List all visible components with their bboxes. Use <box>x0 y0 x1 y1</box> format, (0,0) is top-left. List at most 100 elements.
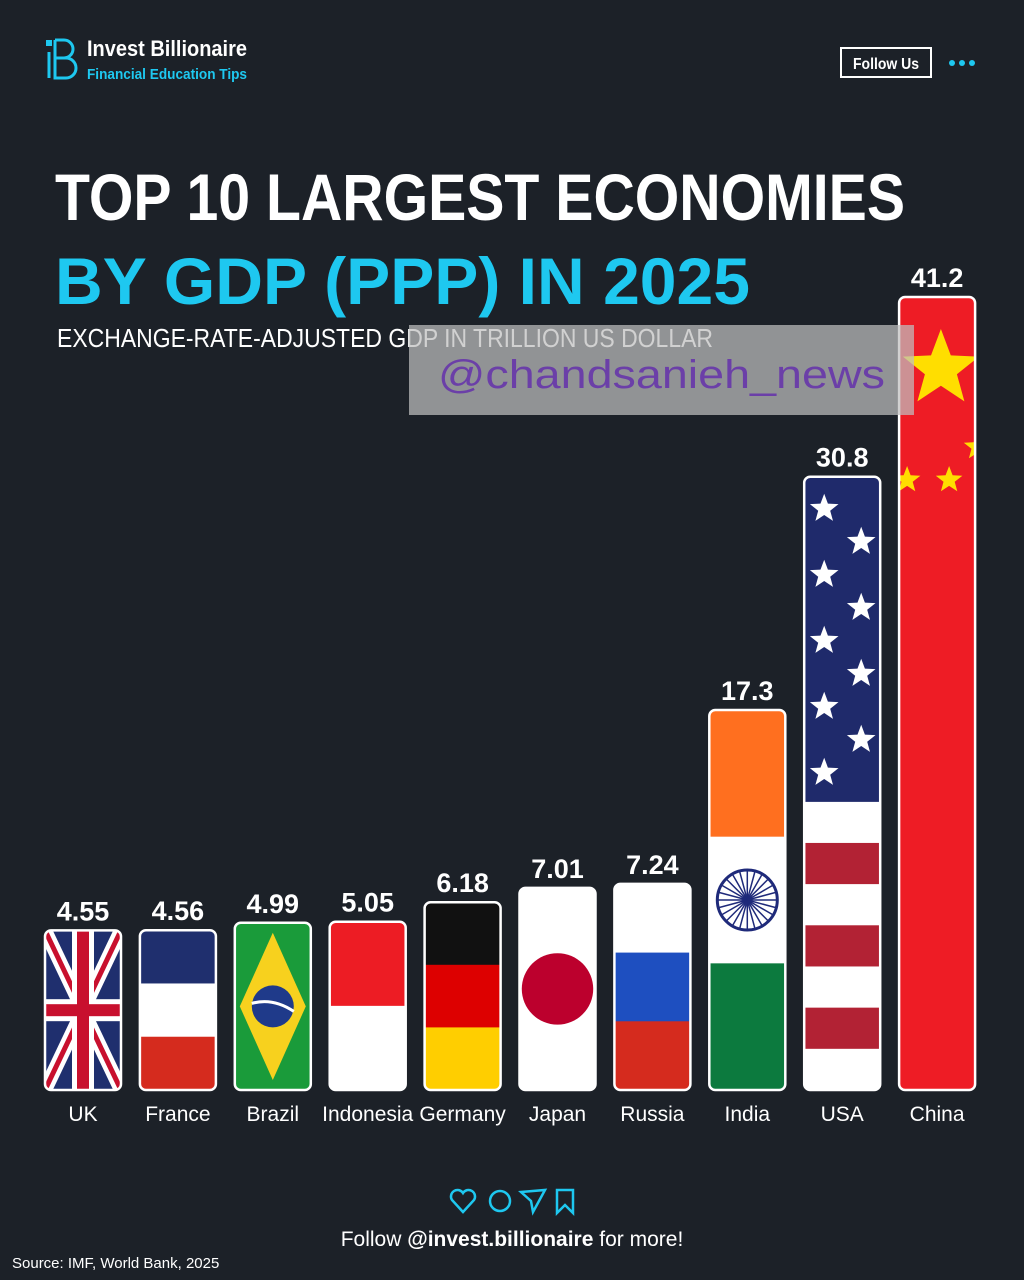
x-tick-label: Russia <box>620 1103 685 1126</box>
flag-spoke <box>726 878 748 901</box>
flag-star <box>899 466 921 492</box>
like-icon[interactable] <box>449 1188 477 1214</box>
flag-stripe <box>804 1007 881 1050</box>
bar-outline <box>613 882 692 1092</box>
flag-star <box>846 658 876 686</box>
flag-spoke <box>746 871 756 901</box>
flag-star <box>809 691 839 719</box>
chart-title: TOP 10 LARGEST ECONOMIES <box>55 160 905 234</box>
flag-chakra <box>715 868 779 932</box>
bar-outline <box>233 921 313 1092</box>
flag-star <box>846 724 876 752</box>
tagline: Financial Education Tips <box>87 66 247 83</box>
x-tick-label: Brazil <box>247 1103 300 1126</box>
flag-spoke <box>746 899 769 922</box>
flag-band <box>329 1005 406 1090</box>
flag-spoke <box>746 899 773 916</box>
flag-band <box>139 1036 216 1090</box>
footer-prefix: Follow <box>341 1228 403 1251</box>
bar-outline <box>328 920 407 1092</box>
footer-handle[interactable]: @invest.billionaire <box>407 1228 593 1251</box>
flag-star <box>809 559 839 587</box>
flag-band <box>614 952 691 1022</box>
flag-spoke <box>746 899 763 926</box>
share-icon[interactable] <box>518 1188 548 1216</box>
flag-spoke <box>747 899 776 909</box>
flag-spoke <box>732 899 748 926</box>
flag-spoke <box>746 899 756 929</box>
bar-outline <box>43 929 123 1092</box>
bar-flag <box>899 329 976 492</box>
comment-icon[interactable] <box>488 1189 512 1213</box>
flag-star <box>809 757 839 785</box>
x-tick-label: UK <box>68 1103 97 1126</box>
flag-stripe <box>804 966 881 1009</box>
flag-stripe <box>804 801 881 844</box>
flag-band <box>424 1027 501 1091</box>
value-label: 4.55 <box>57 896 110 926</box>
value-label: 4.99 <box>247 889 300 919</box>
flag-band <box>709 963 786 1090</box>
value-label: 17.3 <box>721 676 774 706</box>
value-label: 30.8 <box>816 443 869 473</box>
social-icons <box>449 1188 575 1217</box>
bar-outline <box>708 708 787 1092</box>
footer-cta: Follow @invest.billionaire for more! <box>341 1228 684 1251</box>
bar-outline <box>518 886 597 1092</box>
flag-spoke <box>719 899 748 909</box>
bar <box>899 297 976 1090</box>
flag-band <box>614 1021 691 1090</box>
flag-stripe <box>804 1048 881 1090</box>
bar-outline <box>423 900 502 1092</box>
plot-area: 4.55 UK 4.56 France 4.99 Brazil 5.05 Indonesia 6… <box>43 263 977 1126</box>
source: Source: IMF, World Bank, 2025 <box>12 1255 219 1272</box>
bar-flag <box>424 902 501 1091</box>
flag-spoke <box>746 878 769 901</box>
flag-spoke <box>726 899 748 922</box>
flag-cross <box>45 1004 121 1017</box>
watermark-box <box>409 325 914 415</box>
save-icon[interactable] <box>555 1188 575 1217</box>
x-tick-label: India <box>725 1103 771 1126</box>
value-label: 41.2 <box>911 263 964 293</box>
value-label: 5.05 <box>341 888 394 918</box>
flag-spoke <box>739 871 749 901</box>
brand: Invest Billionaire <box>87 36 247 61</box>
logo <box>46 38 78 80</box>
x-tick-label: Japan <box>529 1103 586 1126</box>
flag-band <box>424 902 501 966</box>
flag-band <box>139 983 216 1038</box>
flag-spoke <box>746 884 773 901</box>
flag-band <box>424 964 501 1028</box>
value-label: 7.01 <box>531 854 584 884</box>
x-tick-label: China <box>910 1103 965 1126</box>
flag-spoke <box>721 899 748 916</box>
flag-spoke <box>739 899 749 929</box>
value-label: 7.24 <box>626 850 679 880</box>
flag-stripe <box>804 925 881 967</box>
flag-spoke <box>746 874 763 901</box>
flag-star <box>809 625 839 653</box>
footer-suffix: for more! <box>599 1228 683 1251</box>
follow-button-label[interactable]: Follow Us <box>853 56 919 73</box>
flag-band <box>614 883 691 954</box>
bar-flag <box>804 476 881 1090</box>
flag-stripe <box>804 884 881 926</box>
flag-spoke <box>732 874 748 901</box>
bar-outline <box>897 295 977 1092</box>
watermark: @chandsanieh_news <box>438 353 885 397</box>
flag-spoke <box>721 884 748 901</box>
flag-band <box>251 1000 295 1013</box>
flag-star <box>935 466 963 492</box>
more-menu[interactable] <box>949 60 975 66</box>
chart-title-highlight: BY GDP (PPP) IN 2025 <box>55 244 750 318</box>
bar-flag <box>614 883 691 1090</box>
follow-button[interactable] <box>840 47 932 78</box>
flag-star <box>902 329 976 402</box>
flag-band <box>329 921 406 1007</box>
flag-star <box>846 526 876 554</box>
flag-spoke <box>719 891 748 901</box>
flag-band <box>709 710 786 838</box>
flag-sun <box>521 953 594 1025</box>
